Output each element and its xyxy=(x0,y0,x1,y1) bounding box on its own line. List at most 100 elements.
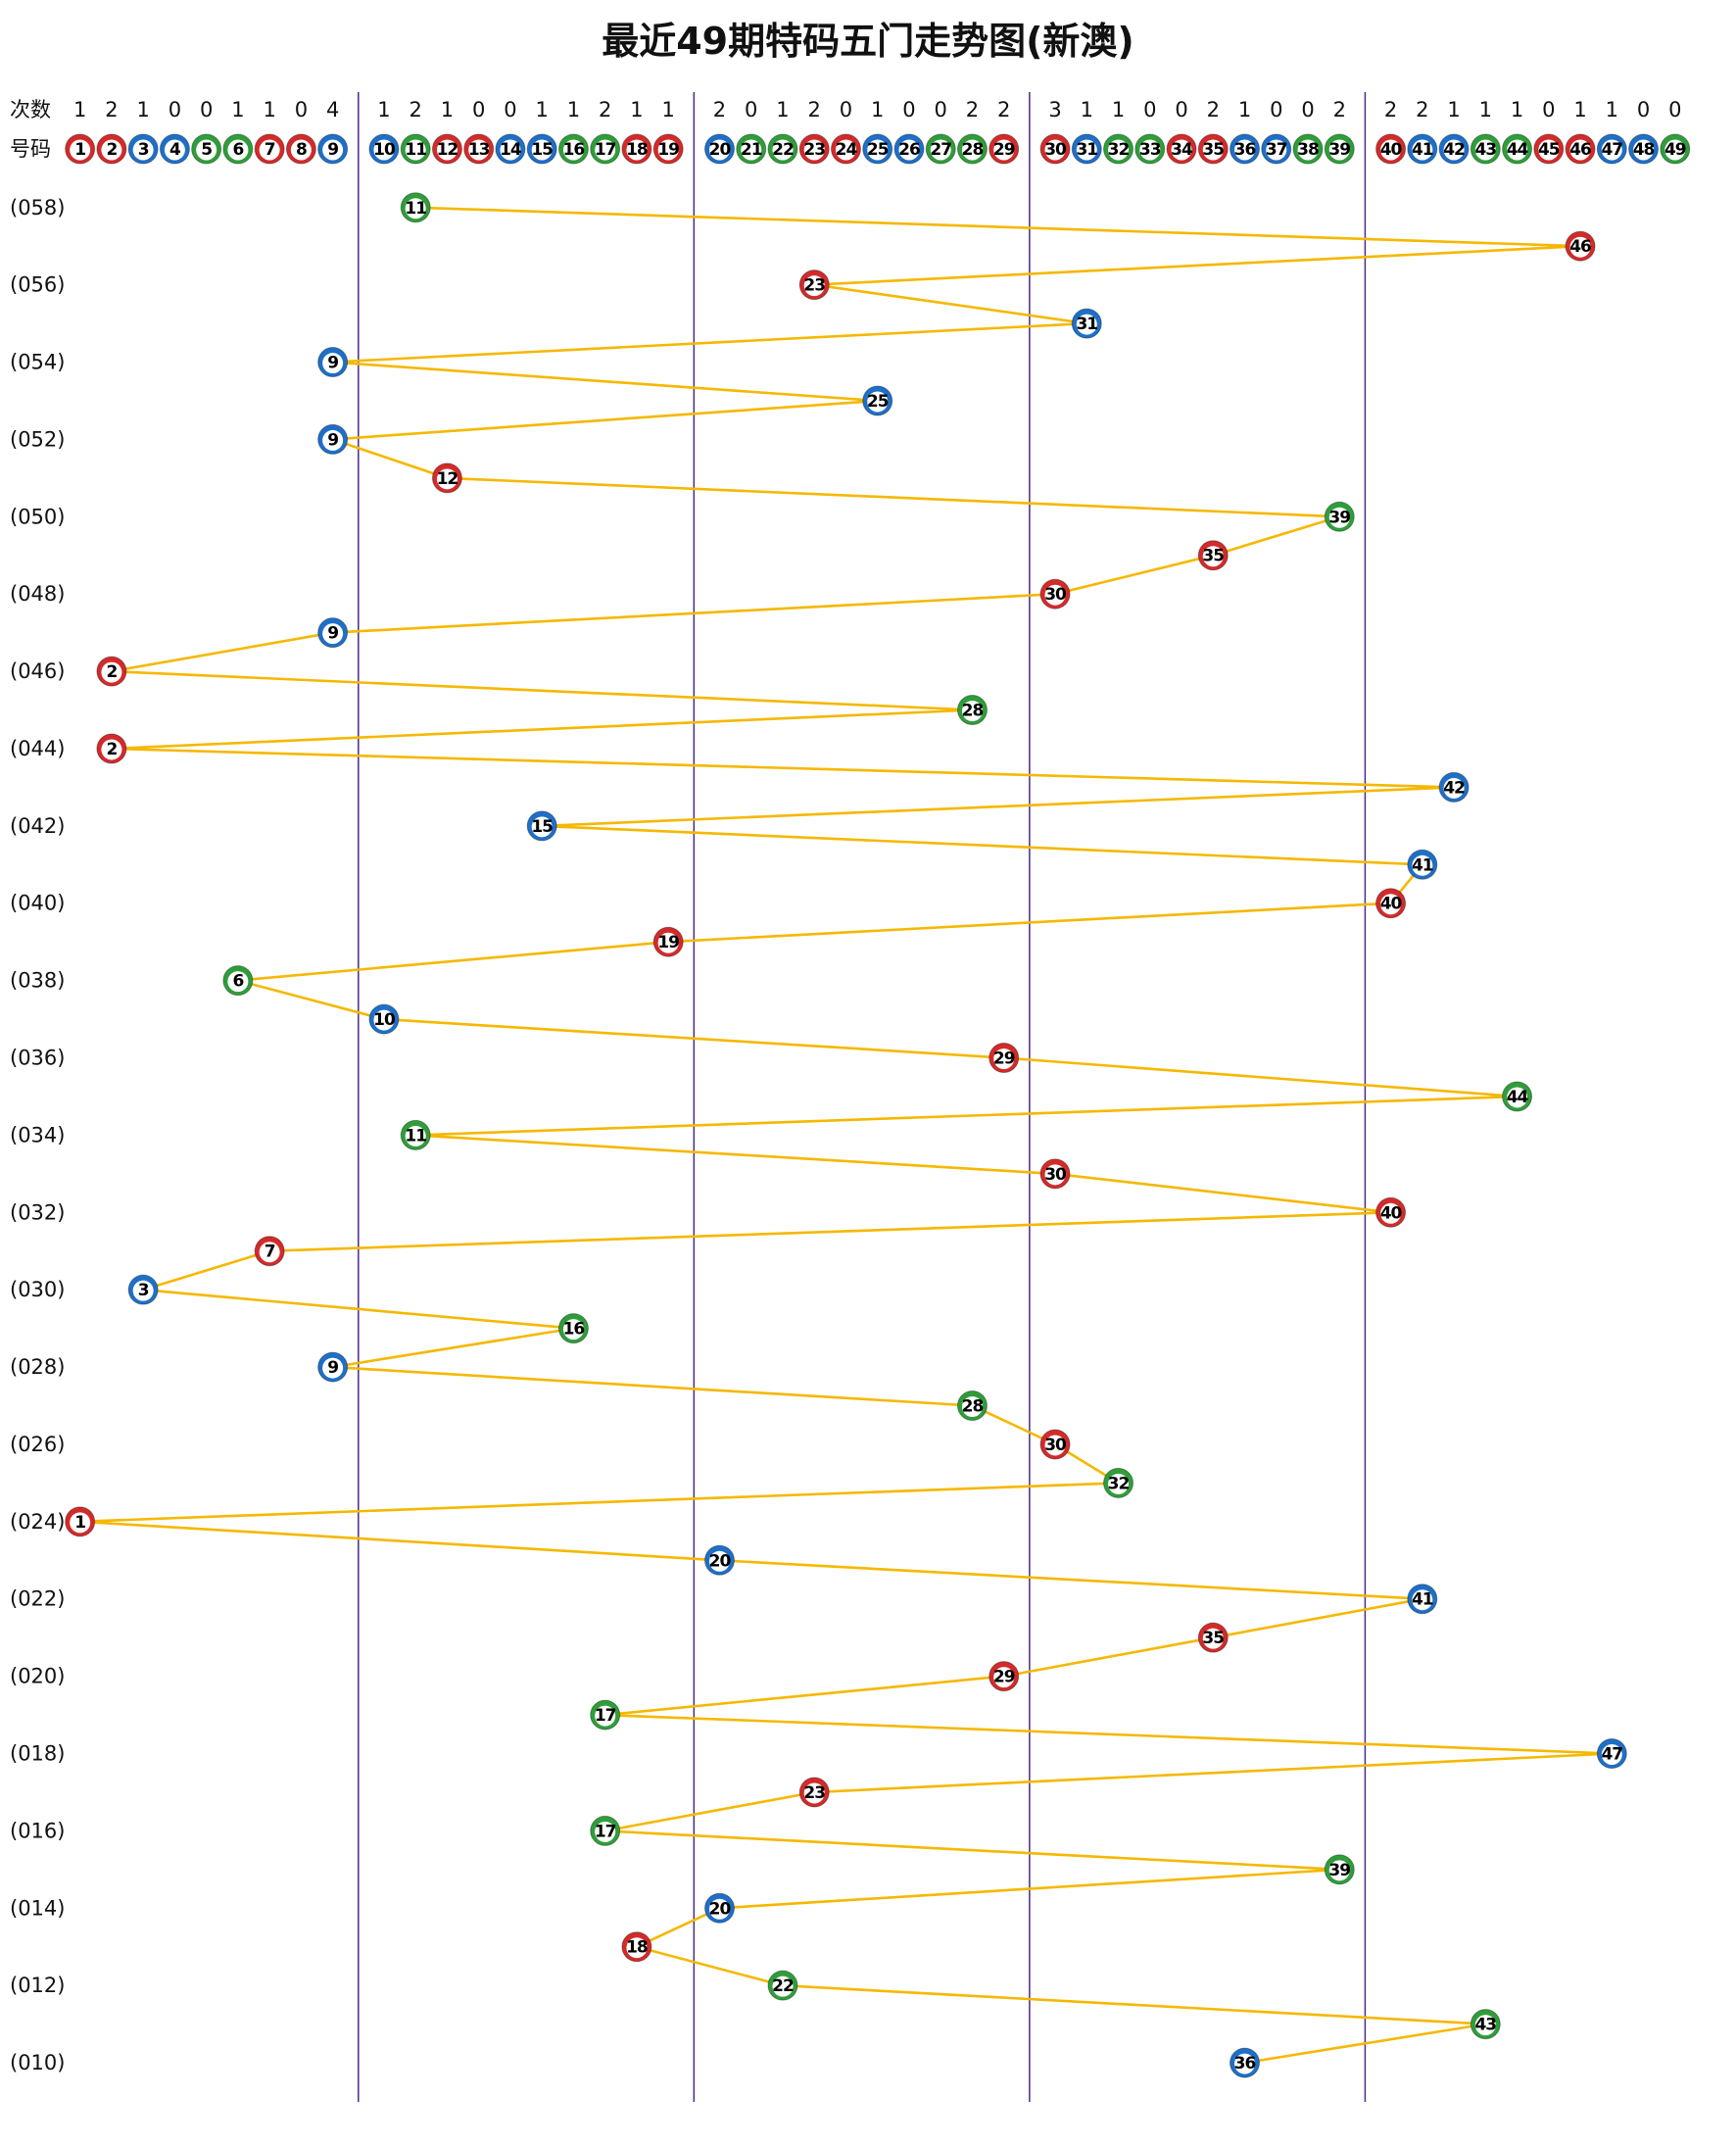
ball-number: 6 xyxy=(232,972,243,992)
header-number: 39 xyxy=(1328,140,1350,160)
number-ball-center xyxy=(322,623,344,645)
number-ball-center xyxy=(436,468,458,490)
header-ball-center xyxy=(1601,139,1622,161)
count-label: 次数 xyxy=(10,98,51,122)
count-label-value: 0 xyxy=(1542,98,1555,122)
count-label-value: 1 xyxy=(630,98,643,122)
header-number: 35 xyxy=(1202,140,1224,160)
ball-number: 36 xyxy=(1234,2054,1256,2073)
number-ball-center xyxy=(373,1009,395,1031)
header-ball-center xyxy=(1474,139,1496,161)
header-ball-center xyxy=(132,139,154,161)
count-label-value: 1 xyxy=(1081,98,1093,122)
ball-number: 47 xyxy=(1601,1745,1622,1765)
number-ball-center xyxy=(803,275,825,297)
ball-number: 23 xyxy=(803,1783,825,1803)
period-label: (012) xyxy=(10,1974,65,1997)
header-number: 36 xyxy=(1234,140,1256,160)
ball-number: 46 xyxy=(1569,237,1591,257)
header-number: 2 xyxy=(106,140,117,160)
header-ball-center xyxy=(290,139,312,161)
ball-number: 2 xyxy=(106,740,117,759)
number-ball-center xyxy=(708,1898,730,1920)
header-ball-center xyxy=(227,139,249,161)
header-ball-center xyxy=(1076,139,1097,161)
number-ball-center xyxy=(1443,777,1465,799)
header-ball-center xyxy=(1297,139,1319,161)
count-label-value: 3 xyxy=(1048,98,1061,122)
header-number: 12 xyxy=(437,140,458,160)
header-ball-center xyxy=(436,139,458,161)
count-label-value: 2 xyxy=(1207,98,1220,122)
ball-number: 9 xyxy=(327,1358,338,1378)
header-ball-center xyxy=(708,139,730,161)
ball-number: 22 xyxy=(772,1976,794,1996)
header-ball-center xyxy=(1412,139,1433,161)
ball-number: 30 xyxy=(1044,585,1067,605)
header-ball-center xyxy=(898,139,920,161)
header-ball-center xyxy=(1108,139,1130,161)
number-ball-center xyxy=(1044,584,1066,606)
count-label-value: 1 xyxy=(1238,98,1251,122)
count-label-value: 4 xyxy=(326,98,339,122)
header-ball-center xyxy=(101,139,122,161)
header-ball-center xyxy=(373,139,395,161)
chart-title: 最近49期特码五门走势图(新澳) xyxy=(602,20,1134,63)
count-label-value: 2 xyxy=(1416,98,1428,122)
header-number: 5 xyxy=(201,140,212,160)
number-ball-center xyxy=(961,701,983,722)
count-label-value: 0 xyxy=(1301,98,1314,122)
header-number: 15 xyxy=(531,140,553,160)
ball-number: 29 xyxy=(993,1668,1015,1687)
header-number: 7 xyxy=(265,140,275,160)
number-ball-center xyxy=(1412,1589,1433,1611)
ball-number: 42 xyxy=(1443,778,1465,798)
header-ball-center xyxy=(595,139,616,161)
header-ball-center xyxy=(70,139,91,161)
number-ball-center xyxy=(595,1821,616,1842)
period-label: (024) xyxy=(10,1510,65,1534)
number-ball-center xyxy=(405,1125,426,1146)
count-label-value: 1 xyxy=(1479,98,1492,122)
ball-number: 9 xyxy=(327,354,338,373)
period-label: (044) xyxy=(10,737,65,760)
header-number: 49 xyxy=(1664,140,1686,160)
ball-number: 11 xyxy=(405,1126,426,1146)
number-ball-center xyxy=(1202,546,1224,567)
number-ball-center xyxy=(132,1280,154,1301)
header-ball-center xyxy=(867,139,889,161)
count-label-value: 1 xyxy=(73,98,86,122)
header-ball-center xyxy=(1234,139,1256,161)
number-ball-center xyxy=(993,1049,1015,1070)
header-number: 40 xyxy=(1380,140,1403,160)
number-ball-center xyxy=(657,932,679,953)
count-label-value: 0 xyxy=(902,98,915,122)
ball-number: 9 xyxy=(327,624,338,644)
header-number: 24 xyxy=(836,140,858,160)
header-ball-center xyxy=(1044,139,1066,161)
header-number: 21 xyxy=(741,140,762,160)
header-ball-center xyxy=(1380,139,1402,161)
count-label-value: 1 xyxy=(567,98,580,122)
header-number: 20 xyxy=(709,140,732,160)
header-number: 3 xyxy=(138,140,149,160)
number-ball-center xyxy=(101,739,122,760)
ball-number: 3 xyxy=(138,1281,149,1300)
count-label-value: 0 xyxy=(1637,98,1650,122)
header-number: 23 xyxy=(803,140,825,160)
header-ball-center xyxy=(1202,139,1224,161)
number-ball-center xyxy=(1380,1202,1402,1224)
count-label-value: 2 xyxy=(105,98,118,122)
number-ball-center xyxy=(1569,236,1591,258)
number-ball-center xyxy=(1601,1744,1622,1766)
count-label-value: 1 xyxy=(377,98,390,122)
period-label: (046) xyxy=(10,659,65,683)
header-ball-center xyxy=(1507,139,1528,161)
header-ball-center xyxy=(741,139,762,161)
header-number: 13 xyxy=(468,140,490,160)
number-ball-center xyxy=(1108,1473,1130,1494)
header-number: 19 xyxy=(657,140,679,160)
header-ball-center xyxy=(322,139,344,161)
ball-number: 23 xyxy=(803,276,825,296)
